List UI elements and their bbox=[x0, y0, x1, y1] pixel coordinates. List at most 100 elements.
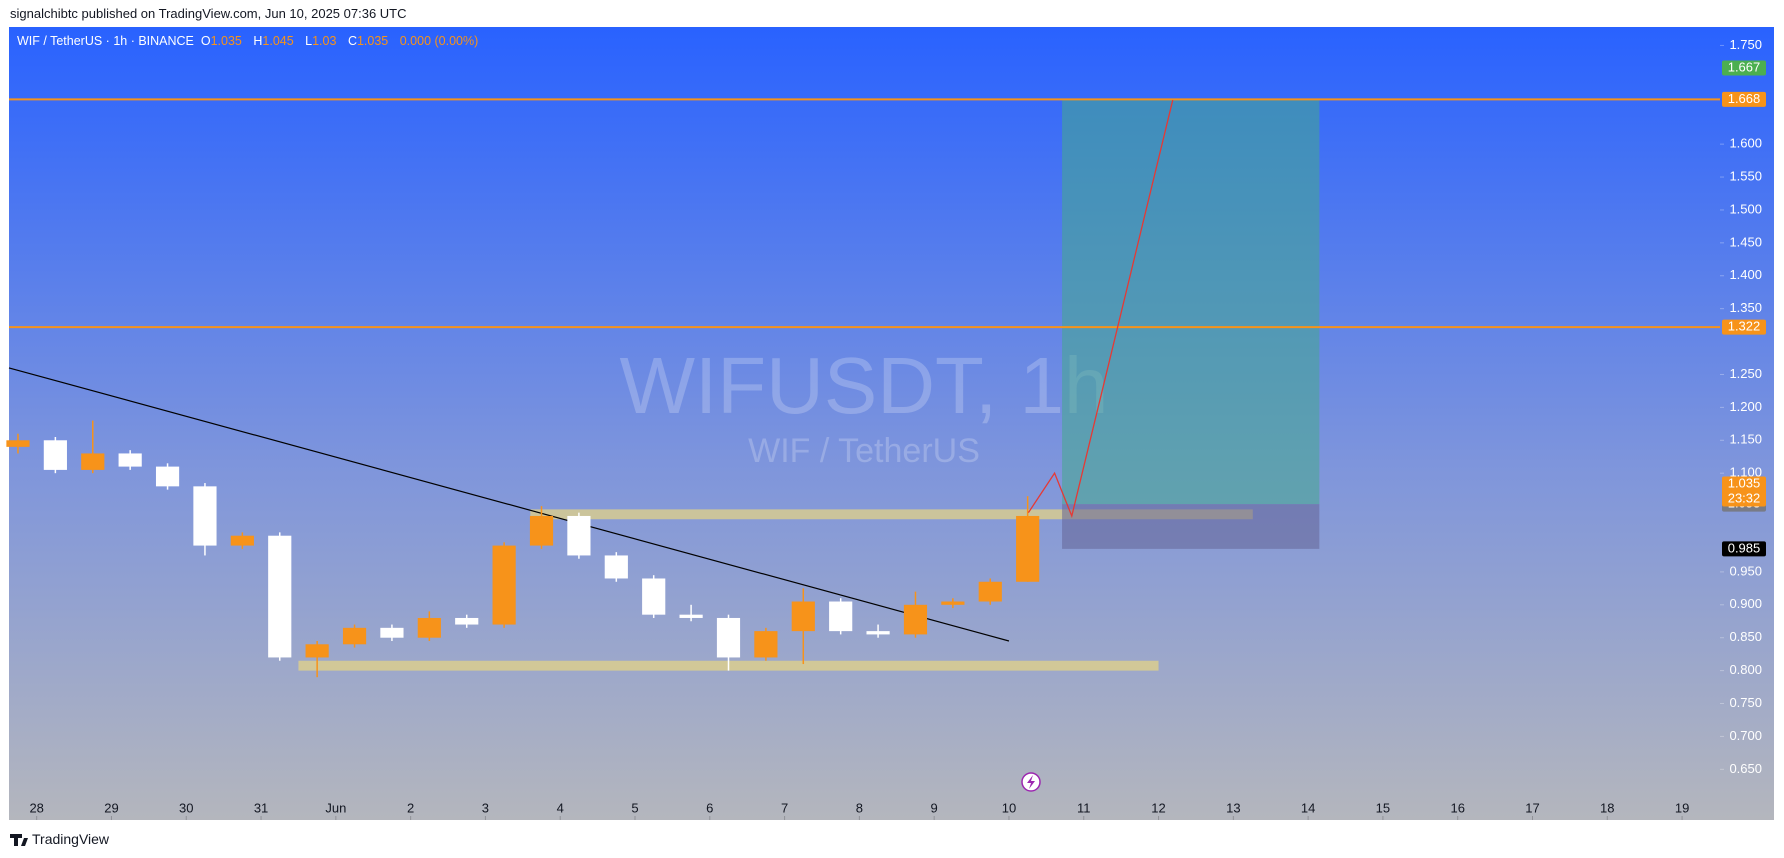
candle-body bbox=[754, 631, 778, 658]
y-tick-label: 1.750 bbox=[1729, 37, 1762, 52]
ohlc-value: 1.035 bbox=[210, 34, 242, 48]
footer-brand: TradingView bbox=[32, 831, 110, 847]
y-tick-label: 1.600 bbox=[1729, 136, 1762, 151]
ohlc-label: H bbox=[253, 34, 263, 48]
x-tick-label: 4 bbox=[557, 800, 564, 815]
y-tick-label: 0.650 bbox=[1729, 761, 1762, 776]
candle-body bbox=[81, 453, 105, 470]
x-tick-label: 18 bbox=[1600, 800, 1614, 815]
candle-body bbox=[268, 535, 292, 658]
x-tick-label: Jun bbox=[325, 800, 346, 815]
x-tick-label: 6 bbox=[706, 800, 713, 815]
publisher-line: signalchibtc published on TradingView.co… bbox=[10, 6, 407, 21]
ohlc-label: L bbox=[305, 34, 313, 48]
candle-body bbox=[567, 515, 591, 556]
ohlc-label: C bbox=[347, 34, 357, 48]
x-tick-label: 2 bbox=[407, 800, 414, 815]
y-tick-label: 1.450 bbox=[1729, 234, 1762, 249]
candle-body bbox=[492, 545, 516, 625]
lightning-icon[interactable] bbox=[1021, 772, 1041, 792]
price-label: 0.985 bbox=[1728, 540, 1761, 555]
price-label: 1.322 bbox=[1728, 319, 1761, 334]
x-tick-label: 14 bbox=[1301, 800, 1315, 815]
x-tick-label: 3 bbox=[482, 800, 489, 815]
candle-body bbox=[230, 535, 254, 546]
candle-body bbox=[1016, 515, 1040, 582]
price-label: 1.668 bbox=[1728, 91, 1761, 106]
candle-body bbox=[380, 627, 404, 638]
y-tick-label: 1.550 bbox=[1729, 168, 1762, 183]
candle-body bbox=[193, 486, 217, 546]
y-tick-label: 1.400 bbox=[1729, 267, 1762, 282]
price-label-bg bbox=[1722, 319, 1766, 335]
y-tick-label: 1.250 bbox=[1729, 366, 1762, 381]
x-tick-label: 5 bbox=[631, 800, 638, 815]
price-label: 1.667 bbox=[1728, 59, 1761, 74]
y-tick-label: 1.200 bbox=[1729, 399, 1762, 414]
price-label: 1.035 bbox=[1728, 475, 1761, 490]
x-tick-label: 12 bbox=[1151, 800, 1165, 815]
candle-body bbox=[305, 644, 329, 658]
x-tick-label: 29 bbox=[104, 800, 118, 815]
y-tick-label: 0.800 bbox=[1729, 662, 1762, 677]
candle-body bbox=[941, 601, 965, 605]
x-tick-label: 28 bbox=[29, 800, 43, 815]
y-tick-label: 0.850 bbox=[1729, 629, 1762, 644]
y-tick-label: 1.100 bbox=[1729, 465, 1762, 480]
candle-body bbox=[978, 581, 1002, 602]
candle-body bbox=[716, 617, 741, 658]
candle-body bbox=[43, 440, 67, 470]
x-tick-label: 8 bbox=[856, 800, 863, 815]
candle-body bbox=[155, 466, 180, 487]
watermark-sub: WIF / TetherUS bbox=[748, 432, 980, 470]
candle-body bbox=[829, 601, 853, 632]
x-tick-label: 10 bbox=[1002, 800, 1016, 815]
candle-body bbox=[866, 631, 890, 635]
y-tick-label: 0.700 bbox=[1729, 728, 1762, 743]
change: 0.000 (0.00%) bbox=[399, 34, 479, 48]
y-tick-label: 1.150 bbox=[1729, 432, 1762, 447]
x-tick-label: 16 bbox=[1450, 800, 1464, 815]
y-tick-label: 1.500 bbox=[1729, 201, 1762, 216]
price-label-bg bbox=[1722, 541, 1766, 557]
candle-body bbox=[903, 604, 928, 635]
candle-body bbox=[6, 440, 30, 447]
target-area bbox=[1062, 100, 1320, 505]
projection-path bbox=[1027, 99, 1174, 519]
x-tick-label: 7 bbox=[781, 800, 788, 815]
watermark: WIFUSDT, 1h bbox=[620, 341, 1109, 430]
symbol: WIF / TetherUS · 1h · BINANCE bbox=[17, 34, 194, 48]
x-tick-label: 9 bbox=[931, 800, 938, 815]
candle-body bbox=[529, 515, 554, 546]
symbol-legend: WIF / TetherUS · 1h · BINANCE O1.035 H1.… bbox=[17, 34, 486, 48]
candle-body bbox=[342, 627, 367, 645]
x-tick-label: 15 bbox=[1376, 800, 1390, 815]
candle-body bbox=[417, 617, 441, 638]
zone bbox=[530, 509, 1253, 520]
x-tick-label: 30 bbox=[179, 800, 193, 815]
ohlc-value: 1.03 bbox=[312, 34, 337, 48]
price-label-bg bbox=[1722, 91, 1766, 107]
candle-body bbox=[118, 453, 142, 467]
stop-area bbox=[1062, 504, 1320, 549]
ohlc-value: 1.045 bbox=[262, 34, 294, 48]
y-tick-label: 1.350 bbox=[1729, 300, 1762, 315]
y-tick-label: 0.950 bbox=[1729, 563, 1762, 578]
candle-body bbox=[455, 617, 479, 625]
candle-body bbox=[679, 614, 703, 618]
x-tick-label: 11 bbox=[1077, 800, 1091, 815]
candle-body bbox=[791, 601, 815, 632]
plot-background bbox=[9, 27, 1774, 820]
x-tick-label: 19 bbox=[1675, 800, 1689, 815]
x-tick-label: 17 bbox=[1525, 800, 1539, 815]
ohlc-label: O bbox=[200, 34, 211, 48]
trendline bbox=[8, 367, 1010, 642]
x-tick-label: 31 bbox=[254, 800, 268, 815]
ohlc-value: 1.035 bbox=[356, 34, 389, 48]
candle-body bbox=[604, 555, 628, 579]
tv-logo bbox=[10, 834, 28, 846]
x-tick-label: 13 bbox=[1226, 800, 1240, 815]
y-tick-label: 0.900 bbox=[1729, 596, 1762, 611]
